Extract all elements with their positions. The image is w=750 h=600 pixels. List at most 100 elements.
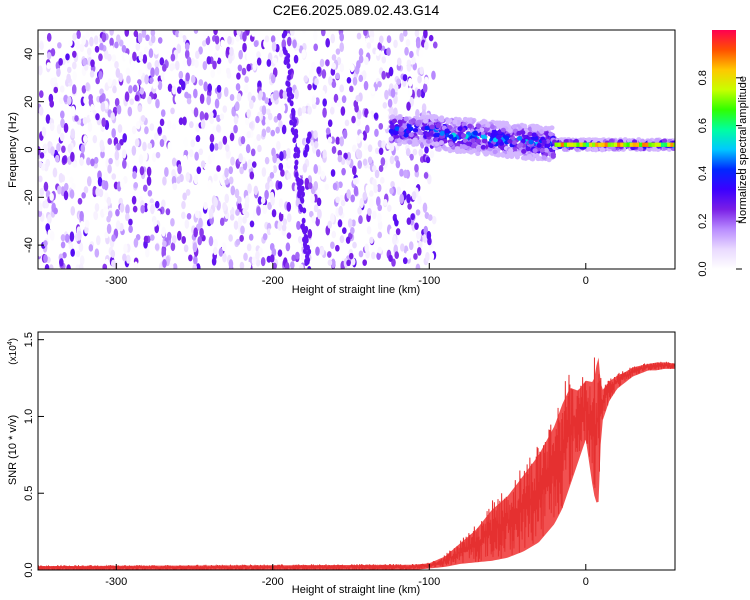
- spectrogram-cell: [250, 148, 256, 157]
- spectrogram-cell: [402, 257, 408, 265]
- spectrogram-cell: [414, 222, 419, 231]
- spectrogram-cell: [415, 40, 421, 49]
- spectrogram-cell: [111, 173, 117, 180]
- spectrogram-cell: [152, 80, 157, 90]
- spectrogram-cell: [304, 258, 309, 265]
- spectrogram-cell: [613, 142, 618, 147]
- spectrogram-cell: [341, 167, 346, 176]
- spectrogram-cell: [182, 59, 188, 67]
- colorbar-ticks: 0.0 0.2 0.4 0.6 0.8: [697, 70, 742, 277]
- spectrogram-cell: [235, 34, 241, 42]
- spectrogram-cell: [313, 140, 319, 149]
- spectrogram-cell: [240, 225, 245, 235]
- spectrogram-cell: [213, 173, 218, 182]
- spectrogram-cell: [320, 170, 326, 180]
- spectrogram-cell: [277, 220, 283, 232]
- spectrogram-cell: [381, 70, 386, 80]
- spectrogram-cell: [221, 123, 227, 132]
- spectrogram-cell: [94, 248, 100, 258]
- spectrogram-cell: [237, 195, 242, 204]
- spectrogram-cell: [114, 150, 120, 161]
- spectrogram-cell: [371, 165, 377, 172]
- spectrogram-cell: [337, 154, 343, 163]
- spectrogram-cell: [48, 264, 54, 269]
- spectrogram-cell: [178, 35, 184, 46]
- spectrogram-cell: [357, 149, 363, 160]
- spectrogram-cell: [576, 142, 580, 147]
- spectrogram-cell: [270, 129, 276, 137]
- spectrogram-cell: [396, 78, 401, 85]
- spectrogram-cell: [363, 30, 368, 37]
- spectrogram-cell: [298, 115, 304, 123]
- spectrogram-cell: [39, 187, 45, 197]
- spectrogram-cell: [389, 155, 395, 165]
- spectrogram-cell: [70, 128, 76, 139]
- spectrogram-cell: [195, 263, 201, 269]
- spectrogram-cell: [236, 92, 242, 102]
- spectrogram-cell: [242, 216, 247, 224]
- spectrogram-cell: [427, 214, 433, 221]
- x-tick-label-2: -100: [418, 275, 440, 287]
- spectrogram-cell: [292, 137, 297, 144]
- spectrogram-cell: [461, 121, 467, 127]
- spectrogram-cell: [149, 123, 155, 131]
- spectrogram-cell: [287, 69, 292, 76]
- spectrogram-cell: [651, 142, 656, 147]
- spectrogram-cell: [167, 120, 172, 130]
- spectrogram-cell: [579, 142, 584, 147]
- spectrogram-cell: [195, 135, 201, 143]
- y-tick-label-3: 1.5: [23, 332, 35, 347]
- spectrogram-cell: [300, 191, 305, 198]
- spectrogram-cell: [348, 252, 354, 260]
- spectrogram-cell: [210, 152, 216, 162]
- spectrogram-cell: [304, 143, 310, 153]
- spectrogram-cell: [373, 183, 378, 194]
- spectrogram-cell: [287, 157, 292, 167]
- spectrogram-cell: [294, 88, 299, 100]
- spectrogram-cell: [246, 130, 252, 139]
- spectrogram-cell: [209, 116, 215, 125]
- spectrogram-cell: [352, 241, 357, 249]
- spectrogram-cell: [422, 233, 428, 243]
- spectrogram-cell: [383, 119, 389, 130]
- spectrogram-cell: [431, 215, 437, 225]
- spectrogram-cell: [155, 98, 160, 109]
- spectrogram-cell: [125, 254, 131, 264]
- spectrogram-cell: [116, 90, 122, 99]
- spectrogram-cell: [161, 199, 166, 209]
- spectrogram-cell: [42, 143, 48, 153]
- spectrogram-cell: [654, 142, 659, 147]
- spectrogram-cell: [256, 57, 262, 66]
- spectrogram-cell: [97, 176, 103, 187]
- spectrogram-cell: [103, 180, 109, 191]
- spectrogram-cell: [639, 138, 646, 144]
- spectrogram-cell: [130, 245, 136, 253]
- spectrogram-cell: [422, 83, 428, 93]
- spectrogram-cell: [307, 228, 313, 239]
- spectrogram-cell: [352, 165, 357, 176]
- spectrogram-cell: [64, 233, 70, 243]
- spectrogram-cell: [59, 132, 65, 142]
- spectrogram-cell: [72, 61, 77, 70]
- spectrogram-cell: [402, 74, 408, 82]
- spectrogram-cell: [520, 138, 526, 144]
- spectrogram-cell: [287, 74, 292, 81]
- spectrogram-cell: [109, 30, 114, 36]
- spectrogram-cell: [365, 184, 371, 194]
- spectrogram-cell: [86, 104, 91, 113]
- spectrogram-cell: [167, 83, 173, 92]
- spectrogram-cell: [71, 182, 76, 190]
- spectrogram-cell: [89, 36, 94, 47]
- spectrogram-cell: [632, 142, 637, 147]
- spectrogram-cell: [350, 257, 356, 266]
- spectrogram-cell: [162, 240, 167, 247]
- spectrogram-cell: [141, 30, 147, 38]
- spectrogram-cell: [46, 51, 52, 60]
- spectrogram-cell: [72, 50, 77, 58]
- spectrogram-cell: [349, 63, 355, 73]
- spectrogram-cell: [67, 143, 73, 154]
- spectrogram-cell: [489, 124, 495, 130]
- spectrogram-cell: [132, 205, 138, 213]
- spectrogram-cell: [258, 90, 264, 99]
